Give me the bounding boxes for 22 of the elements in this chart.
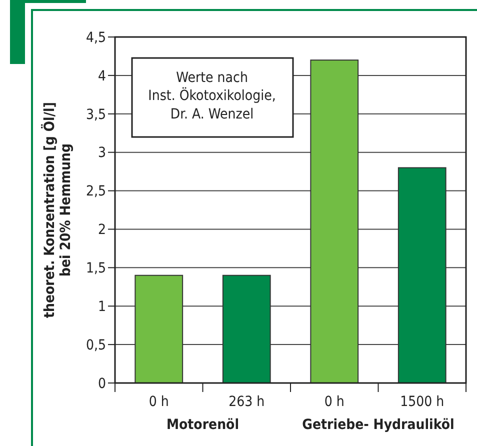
bar: [398, 167, 446, 384]
y-tick-label: 1: [98, 299, 106, 316]
annotation: Werte nach Inst. Ökotoxikologie, Dr. A. Wenzel: [148, 70, 276, 122]
y-tick-label: 4: [98, 68, 106, 84]
y-tick-label: 0,5: [86, 337, 106, 354]
bar: [222, 274, 271, 384]
y-tick-label: 4,5: [86, 30, 106, 46]
text: Motorenöl: [166, 417, 240, 433]
y-axis-title: theoret. Konzentration [g Öl/l] bei 20% Hemmung: [41, 102, 74, 318]
y-tick-label: 2: [98, 222, 106, 238]
x-tick-label: 263 h: [228, 394, 265, 410]
text: Getriebe- Hydrauliköl: [302, 417, 454, 433]
x-tick-label: 0 h: [324, 394, 344, 410]
y-tick-label: 3: [98, 145, 106, 162]
bar: [310, 60, 359, 384]
y-tick-label: 1,5: [86, 260, 106, 277]
bar: [134, 274, 184, 384]
x-tick-label: 1500 h: [400, 394, 444, 410]
y-tick-label: 3,5: [86, 106, 106, 123]
x-tick-label: 0 h: [148, 394, 169, 410]
y-tick-label: 0: [98, 376, 106, 392]
y-tick-label: 2,5: [86, 184, 106, 200]
